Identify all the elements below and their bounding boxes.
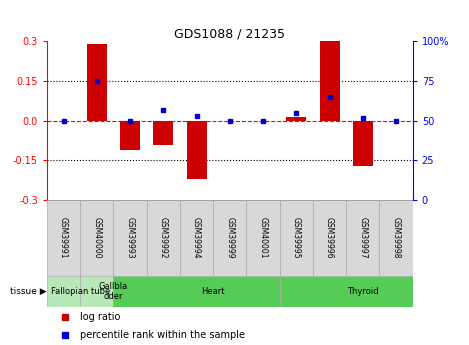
- Bar: [280, 200, 313, 276]
- Text: GSM40000: GSM40000: [92, 217, 101, 259]
- Bar: [80, 200, 113, 276]
- Bar: [120, 121, 140, 150]
- Text: GSM39996: GSM39996: [325, 217, 334, 259]
- Bar: [113, 276, 280, 307]
- Text: GSM39992: GSM39992: [159, 217, 168, 259]
- Bar: [47, 200, 80, 276]
- Text: GSM39995: GSM39995: [292, 217, 301, 259]
- Text: tissue ▶: tissue ▶: [10, 287, 47, 296]
- Bar: [80, 276, 113, 307]
- Bar: [313, 200, 346, 276]
- Text: GSM39997: GSM39997: [358, 217, 367, 259]
- Bar: [287, 117, 306, 121]
- Bar: [379, 200, 413, 276]
- Bar: [246, 200, 280, 276]
- Text: log ratio: log ratio: [80, 313, 120, 322]
- Text: Gallbla
dder: Gallbla dder: [99, 282, 128, 301]
- Title: GDS1088 / 21235: GDS1088 / 21235: [174, 27, 285, 40]
- Text: GSM39999: GSM39999: [225, 217, 234, 259]
- Bar: [180, 200, 213, 276]
- Bar: [147, 200, 180, 276]
- Text: GSM39998: GSM39998: [392, 217, 401, 259]
- Bar: [346, 200, 379, 276]
- Text: GSM39994: GSM39994: [192, 217, 201, 259]
- Text: GSM39991: GSM39991: [59, 217, 68, 259]
- Bar: [319, 41, 340, 121]
- Bar: [280, 276, 413, 307]
- Text: GSM40001: GSM40001: [258, 217, 268, 259]
- Text: Thyroid: Thyroid: [347, 287, 378, 296]
- Bar: [113, 200, 147, 276]
- Bar: [153, 121, 173, 145]
- Text: GSM39993: GSM39993: [126, 217, 135, 259]
- Bar: [187, 121, 206, 179]
- Text: Fallopian tube: Fallopian tube: [51, 287, 110, 296]
- Bar: [353, 121, 373, 166]
- Text: percentile rank within the sample: percentile rank within the sample: [80, 330, 245, 339]
- Text: Heart: Heart: [201, 287, 225, 296]
- Bar: [213, 200, 246, 276]
- Bar: [87, 44, 107, 121]
- Bar: [47, 276, 80, 307]
